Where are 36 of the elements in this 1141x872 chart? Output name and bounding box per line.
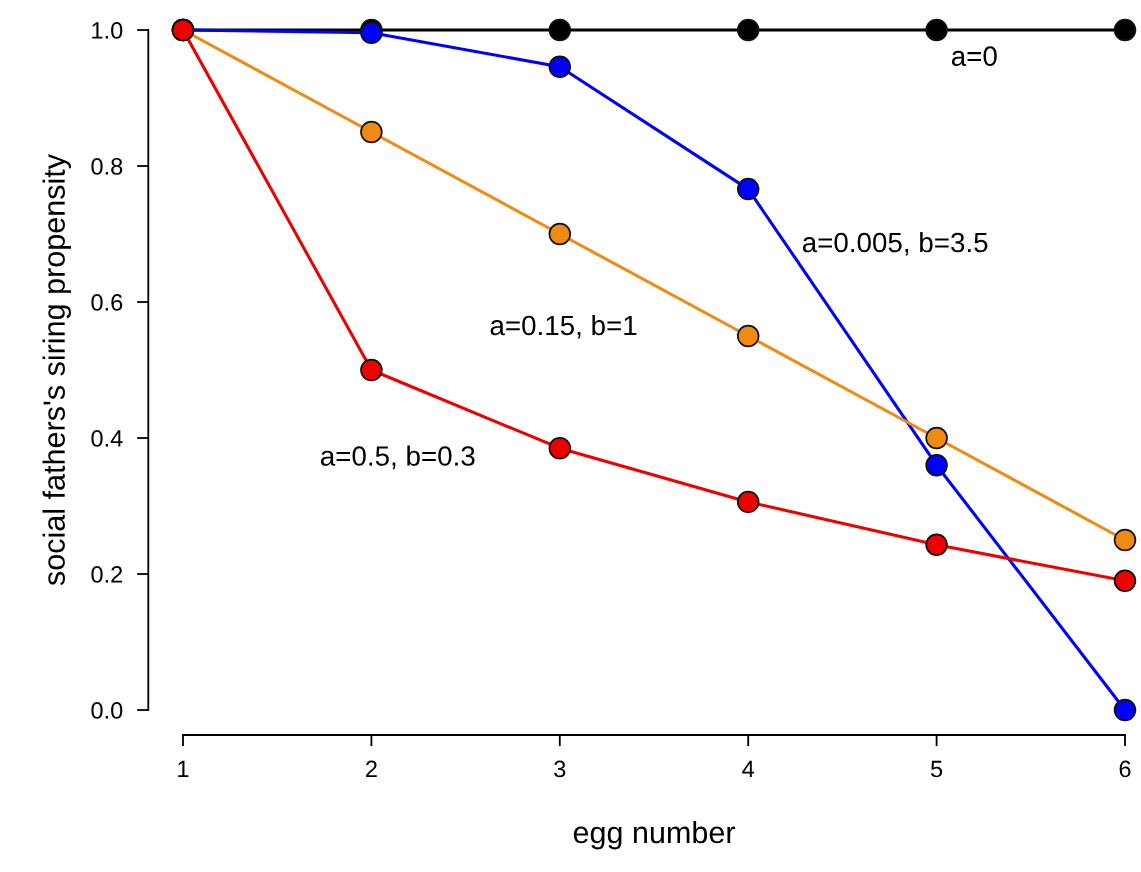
x-tick-label: 1 <box>178 760 189 778</box>
x-tick-label: 5 <box>930 760 943 778</box>
point <box>925 426 948 450</box>
y-tick-label: 0.8 <box>91 158 123 175</box>
x-tick-label: 3 <box>554 760 566 778</box>
point <box>736 18 760 42</box>
y-tick-label: 0.4 <box>91 430 123 447</box>
point <box>1113 528 1137 552</box>
x-tick-label: 6 <box>1119 760 1131 778</box>
point <box>925 453 948 477</box>
point <box>1113 698 1137 722</box>
point <box>736 324 760 348</box>
series-label: a=0 <box>951 46 997 67</box>
point <box>736 490 760 514</box>
y-tick-label: 1.0 <box>92 22 123 39</box>
point <box>548 436 572 460</box>
point <box>925 18 948 42</box>
x-tick-label: 2 <box>366 760 377 778</box>
point <box>1113 18 1137 42</box>
series-label: a=0.005, b=3.5 <box>802 231 988 256</box>
point <box>548 18 572 42</box>
point <box>1113 569 1137 593</box>
x-axis-title: egg number <box>573 820 736 850</box>
x-tick-label: 4 <box>742 760 755 778</box>
y-tick-label: 0.0 <box>91 702 123 719</box>
point <box>360 120 383 144</box>
point <box>360 358 383 382</box>
y-axis-title: social fathers's siring propensity <box>42 153 72 586</box>
series-label: a=0.5, b=0.3 <box>320 445 475 470</box>
point <box>925 533 948 557</box>
y-tick-label: 0.2 <box>91 566 123 583</box>
y-tick-label: 0.6 <box>91 294 123 311</box>
point <box>736 177 760 201</box>
series-label: a=0.15, b=1 <box>490 314 637 339</box>
point <box>548 55 572 78</box>
point <box>548 222 572 246</box>
